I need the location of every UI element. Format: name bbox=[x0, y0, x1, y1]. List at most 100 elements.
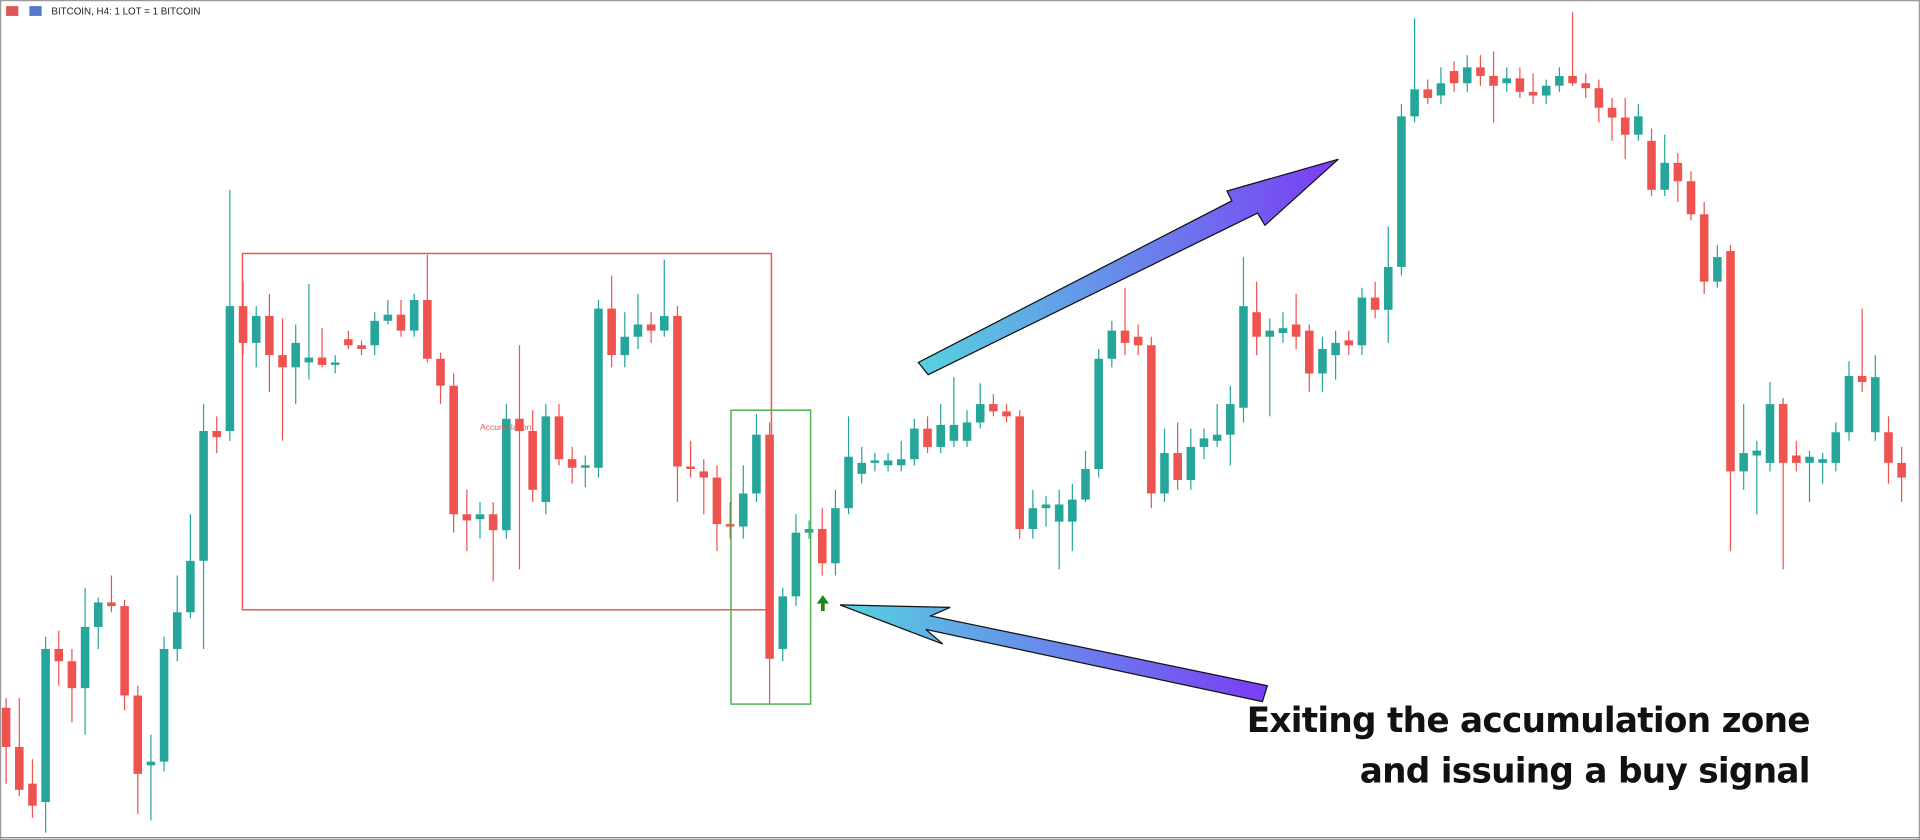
candle-body bbox=[1002, 411, 1011, 417]
candle-body bbox=[1831, 432, 1841, 463]
candle-body bbox=[1226, 404, 1235, 435]
candle-body bbox=[686, 466, 695, 469]
candle-body bbox=[1383, 266, 1393, 310]
candle-body bbox=[1054, 504, 1064, 522]
candle-body bbox=[488, 514, 498, 531]
candle-body bbox=[1410, 89, 1419, 117]
candle-body bbox=[172, 612, 182, 649]
candle-body bbox=[1318, 348, 1327, 374]
candle-body bbox=[80, 626, 90, 689]
candle-body bbox=[265, 315, 274, 356]
candle-body bbox=[1765, 404, 1775, 463]
annotation-line: and issuing a buy signal bbox=[1360, 751, 1810, 791]
candle-body bbox=[1186, 446, 1196, 480]
candle-body bbox=[949, 424, 959, 441]
candle-body bbox=[883, 460, 893, 466]
candle-body bbox=[212, 431, 222, 438]
candle-body bbox=[778, 596, 788, 649]
candle-body bbox=[93, 602, 103, 627]
candle-body bbox=[1634, 116, 1643, 135]
candle-body bbox=[607, 308, 616, 356]
candle-body bbox=[567, 459, 577, 468]
candle-body bbox=[344, 339, 353, 346]
candles bbox=[1, 12, 1906, 833]
candle-body bbox=[936, 424, 945, 447]
candle-body bbox=[1502, 78, 1512, 84]
candle-body bbox=[423, 300, 432, 359]
zone-label: Accumulation bbox=[480, 422, 532, 432]
candle-body bbox=[1370, 297, 1380, 310]
candle-body bbox=[1015, 416, 1024, 529]
candle-body bbox=[528, 431, 537, 490]
candle-body bbox=[1291, 324, 1301, 337]
candle-body bbox=[1528, 91, 1538, 96]
candle-body bbox=[67, 661, 77, 689]
candle-body bbox=[1068, 499, 1077, 522]
candle-body bbox=[1397, 116, 1406, 267]
candle-body bbox=[910, 428, 919, 460]
annotation-line: Exiting the accumulation zone bbox=[1247, 701, 1810, 741]
candle-body bbox=[515, 418, 524, 432]
candle-body bbox=[1884, 432, 1893, 463]
candle-body bbox=[857, 462, 867, 474]
candle-body bbox=[712, 477, 722, 525]
candle-body bbox=[1199, 438, 1209, 447]
candle-body bbox=[1647, 140, 1656, 190]
candle-body bbox=[1449, 71, 1459, 84]
icon bbox=[29, 6, 42, 16]
candle-body bbox=[1699, 214, 1709, 282]
candle-body bbox=[1713, 257, 1722, 282]
candle-body bbox=[1805, 456, 1814, 463]
trend-arrow bbox=[917, 158, 1339, 376]
candle-body bbox=[975, 404, 985, 423]
candle-body bbox=[817, 528, 827, 564]
candle-body bbox=[120, 606, 129, 696]
candle-body bbox=[1778, 404, 1788, 463]
candle-body bbox=[1028, 508, 1038, 529]
candle-body bbox=[1594, 88, 1604, 108]
candle-body bbox=[673, 315, 682, 467]
candle-body bbox=[383, 314, 393, 321]
candle-body bbox=[1094, 358, 1103, 469]
candle-body bbox=[620, 336, 630, 356]
buy-signal-arrow bbox=[816, 595, 829, 612]
candle-body bbox=[409, 300, 419, 331]
candle-body bbox=[304, 357, 314, 363]
candle-body bbox=[1120, 330, 1130, 343]
candle-body bbox=[633, 324, 643, 337]
candle-body bbox=[225, 306, 235, 432]
candle-body bbox=[146, 761, 156, 766]
candle-body bbox=[1660, 162, 1669, 190]
candle-body bbox=[1265, 330, 1275, 337]
candle-body bbox=[1239, 306, 1248, 408]
icon bbox=[6, 6, 19, 16]
candle-body bbox=[1607, 107, 1617, 118]
candle-body bbox=[554, 416, 564, 460]
candle-body bbox=[923, 428, 932, 447]
candle-body bbox=[1133, 336, 1143, 346]
accumulation-box bbox=[241, 252, 773, 611]
candle-body bbox=[1107, 330, 1117, 359]
candle-body bbox=[1739, 453, 1748, 472]
candle-body bbox=[1555, 75, 1564, 86]
candle-body bbox=[1568, 75, 1577, 84]
candle-body bbox=[15, 746, 24, 790]
candle-body bbox=[725, 524, 735, 527]
candle-body bbox=[107, 602, 116, 607]
candle-body bbox=[1897, 462, 1906, 478]
candle-body bbox=[804, 528, 814, 533]
candle-body bbox=[1476, 67, 1485, 76]
candle-body bbox=[1278, 328, 1288, 334]
candle-body bbox=[1726, 251, 1735, 472]
candle-body bbox=[291, 342, 300, 368]
candle-body bbox=[738, 493, 748, 527]
candle-body bbox=[699, 471, 709, 478]
candle-body bbox=[1, 707, 11, 747]
candle-body bbox=[1160, 453, 1169, 494]
candle-body bbox=[541, 416, 551, 503]
candle-body bbox=[896, 459, 906, 466]
candle-body bbox=[462, 514, 472, 521]
